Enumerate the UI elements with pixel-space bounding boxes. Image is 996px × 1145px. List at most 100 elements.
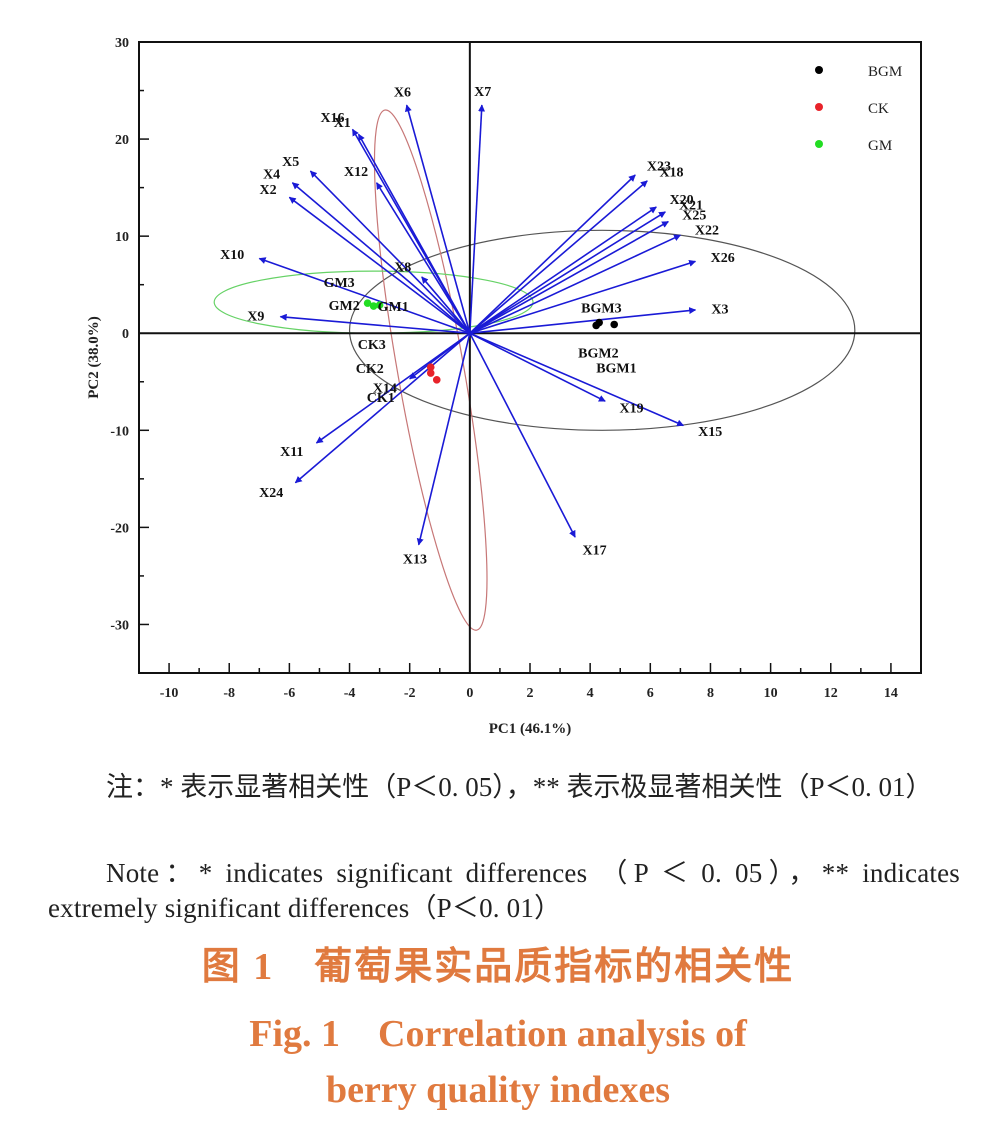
loading-arrow-x8: [421, 276, 471, 334]
loading-label: X26: [711, 251, 735, 266]
sample-point-bgm1: [610, 320, 619, 329]
loading-arrow-x7: [469, 104, 486, 334]
sample-point-bgm2: [592, 321, 600, 330]
loading-arrow-x3: [469, 307, 697, 335]
sample-label: BGM2: [578, 346, 618, 361]
sample-label: CK3: [358, 338, 386, 353]
figure-caption-chinese: 图 1 葡萄果实品质指标的相关性: [201, 946, 795, 988]
sample-label: BGM3: [581, 302, 621, 317]
loading-label: X25: [682, 209, 706, 224]
loading-label: X12: [344, 165, 368, 180]
loading-arrow-x15: [469, 332, 685, 427]
sample-point-gm1: [375, 301, 384, 309]
legend-marker-gm: [815, 140, 823, 148]
sample-point-gm2: [369, 302, 378, 310]
sample-point-gm3: [363, 299, 372, 307]
x-tick-label: -8: [223, 686, 235, 701]
x-tick-label: 10: [764, 686, 778, 701]
y-tick-label: -30: [110, 618, 129, 633]
loading-label: X11: [280, 445, 303, 460]
legend-label-gm: GM: [868, 138, 892, 154]
x-tick-label: -10: [160, 686, 179, 701]
sample-label: GM1: [378, 300, 409, 315]
x-tick-label: -4: [344, 686, 356, 701]
loading-arrow-x16: [351, 128, 471, 334]
note-english: Note：* indicates significant differences…: [48, 858, 960, 924]
ellipse-bgm: [348, 229, 856, 431]
loading-arrow-x9: [279, 313, 470, 335]
y-tick-label: 20: [115, 133, 129, 148]
loading-label: X13: [403, 552, 427, 567]
y-tick-label: -20: [110, 521, 129, 536]
loading-arrow-x4: [291, 182, 471, 334]
loading-label: X17: [582, 544, 606, 559]
loading-label: X8: [394, 260, 411, 275]
sample-label: BGM1: [596, 361, 636, 376]
legend-label-bgm: BGM: [868, 64, 902, 80]
loading-arrow-x13: [416, 333, 471, 546]
loading-label: X3: [711, 302, 728, 317]
sample-label: CK1: [367, 391, 395, 406]
x-tick-label: -6: [284, 686, 296, 701]
loading-arrow-x6: [404, 104, 471, 334]
y-tick-label: 30: [115, 36, 129, 51]
sample-label: CK2: [356, 362, 384, 377]
loading-arrow-x25: [469, 220, 669, 334]
loading-label: X21: [679, 199, 703, 214]
y-axis-title: PC2 (38.0%): [86, 316, 102, 399]
x-axis-title: PC1 (46.1%): [489, 721, 572, 737]
ellipse-ck: [373, 109, 488, 631]
loading-label: X9: [247, 310, 264, 325]
loading-label: X19: [619, 401, 643, 416]
legend: BGM CK GM: [815, 64, 902, 154]
y-tick-label: 0: [122, 327, 129, 342]
x-tick-label: 14: [884, 686, 898, 701]
loading-label: X24: [259, 486, 283, 501]
sample-point-ck1: [432, 376, 441, 384]
x-tick-label: 2: [527, 686, 534, 701]
loading-label: X6: [394, 86, 411, 101]
loading-label: X14: [373, 381, 397, 396]
loading-arrow-x10: [258, 257, 471, 334]
legend-label-ck: CK: [868, 101, 889, 117]
figure-caption-english-line2: berry quality indexes: [325, 1069, 671, 1111]
loading-arrow-x17: [469, 332, 576, 538]
loading-arrow-x5: [309, 170, 471, 334]
x-tick-label: 4: [587, 686, 594, 701]
legend-marker-ck: [815, 103, 823, 111]
loading-label: X22: [695, 223, 719, 238]
loading-label: X15: [698, 425, 722, 440]
loading-label: X5: [282, 155, 299, 170]
loading-arrow-x12: [375, 182, 471, 334]
loading-arrow-x20: [469, 206, 657, 334]
loading-label: X10: [220, 248, 244, 263]
figure-caption-english-line1: Fig. 1 Correlation analysis of: [249, 1013, 747, 1055]
confidence-ellipses: [213, 109, 856, 631]
note-chinese: 注：* 表示显著相关性（P＜0. 05），** 表示极显著相关性（P＜0. 01…: [106, 772, 933, 802]
loading-arrow-x11: [315, 332, 471, 444]
plot-frame: [138, 41, 922, 674]
loading-arrow-x24: [294, 332, 471, 484]
loading-label: X7: [474, 85, 491, 100]
sample-label: GM2: [329, 299, 360, 314]
y-tick-label: 10: [115, 230, 129, 245]
x-tick-label: 0: [466, 686, 473, 701]
x-tick-label: 8: [707, 686, 714, 701]
loading-arrow-x2: [288, 196, 471, 334]
loading-arrow-x23: [469, 174, 636, 334]
loading-label: X16: [320, 111, 344, 126]
loading-arrow-x21: [469, 211, 666, 334]
loading-label: X2: [259, 183, 276, 198]
sample-point-ck2: [426, 369, 435, 377]
loading-label: X1: [334, 116, 351, 131]
y-tick-label: -10: [110, 424, 129, 439]
loading-label: X4: [263, 168, 280, 183]
loading-arrow-x19: [469, 332, 606, 402]
legend-marker-bgm: [815, 66, 823, 74]
loading-label: X18: [659, 166, 683, 181]
loading-label: X20: [670, 193, 694, 208]
x-tick-label: 6: [647, 686, 654, 701]
sample-point-ck3: [426, 363, 435, 372]
